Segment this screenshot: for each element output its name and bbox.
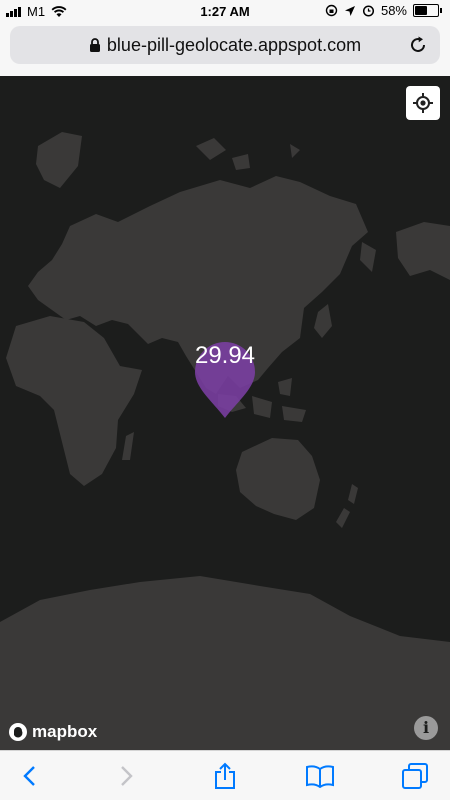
japan-landmass [314,304,332,338]
battery-cap [440,8,442,13]
browser-toolbar [0,750,450,800]
antarctica-landmass [0,576,450,750]
madagascar-landmass [122,432,134,460]
marker-pin-icon [195,342,255,418]
signal-icon [6,6,21,17]
location-arrow-icon [344,5,355,16]
tabs-button[interactable] [400,761,430,791]
africa-landmass [6,316,142,486]
marker-label: 29.94 [194,342,256,369]
status-bar: M1 1:27 AM 58% [0,0,450,22]
status-left: M1 [6,4,67,19]
orientation-lock-icon [325,4,338,17]
alaska-landmass [396,222,450,280]
mapbox-logo-icon [9,723,27,741]
attribution-text: mapbox [32,722,98,741]
arctic-islands-landmass [196,138,300,170]
eurasia-landmass [28,176,368,394]
bookmarks-icon [306,765,334,788]
map-view[interactable]: 29.94 mapbox i [0,76,450,750]
kamchatka-landmass [360,242,376,272]
battery-icon [413,4,439,17]
address-bar-area: blue-pill-geolocate.appspot.com [0,22,450,76]
mapbox-logo[interactable]: mapbox [8,722,97,742]
battery-level [415,6,427,15]
forward-icon [121,766,133,786]
forward-button[interactable] [112,761,142,791]
geolocate-button[interactable] [406,86,440,120]
address-bar[interactable]: blue-pill-geolocate.appspot.com [10,26,440,64]
lock-icon [89,37,100,52]
greenland-landmass [36,132,82,188]
back-icon [23,766,35,786]
new-zealand-landmass [336,484,358,528]
bookmarks-button[interactable] [305,761,335,791]
australia-landmass [236,438,320,520]
url-text[interactable]: blue-pill-geolocate.appspot.com [106,34,362,55]
southeast-asia-landmass [218,378,306,422]
tabs-icon [402,763,428,789]
world-map [0,132,450,750]
location-marker[interactable] [193,342,257,420]
back-button[interactable] [14,761,44,791]
status-time: 1:27 AM [200,4,250,19]
reload-icon[interactable] [408,35,428,55]
battery-percent: 58% [380,3,407,18]
url-group: blue-pill-geolocate.appspot.com [10,26,440,64]
wifi-icon [51,5,67,17]
geolocate-icon [413,93,433,113]
share-button[interactable] [210,761,240,791]
info-icon[interactable]: i [414,716,438,740]
carrier-label: M1 [27,4,46,19]
status-right: 58% [325,3,442,18]
alarm-icon [362,5,375,17]
share-icon [215,762,235,789]
